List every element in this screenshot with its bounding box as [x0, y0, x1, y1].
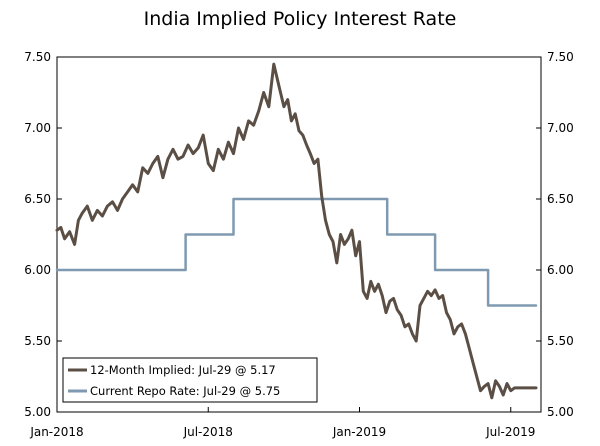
legend-label-implied: 12-Month Implied: Jul-29 @ 5.17 — [90, 363, 276, 377]
legend: 12-Month Implied: Jul-29 @ 5.17 Current … — [62, 357, 318, 403]
y-tick-label-left: 7.50 — [24, 50, 51, 64]
y-tick-label-left: 6.00 — [24, 263, 51, 277]
legend-label-repo: Current Repo Rate: Jul-29 @ 5.75 — [90, 384, 280, 398]
series-line-repo — [55, 197, 538, 307]
y-tick-label-right: 6.00 — [547, 263, 574, 277]
legend-box — [62, 357, 318, 403]
x-tick-label: Jan-2018 — [29, 425, 83, 439]
y-tick-label-right: 6.50 — [547, 192, 574, 206]
y-tick-label-left: 6.50 — [24, 192, 51, 206]
y-axis-right: 5.00 5.50 6.00 6.50 7.00 7.50 — [536, 50, 574, 419]
x-tick-label: Jul-2019 — [485, 425, 535, 439]
x-tick-label: Jan-2019 — [332, 425, 386, 439]
chart-title: India Implied Policy Interest Rate — [144, 8, 457, 30]
y-tick-label-right: 5.50 — [547, 334, 574, 348]
series-group — [55, 62, 538, 400]
x-axis: Jan-2018 Jul-2018 Jan-2019 Jul-2019 — [29, 407, 535, 439]
y-tick-label-right: 7.00 — [547, 121, 574, 135]
series-line-implied — [55, 62, 538, 400]
y-tick-label-right: 7.50 — [547, 50, 574, 64]
plot-area — [56, 56, 542, 413]
y-tick-label-right: 5.00 — [547, 405, 574, 419]
y-tick-label-left: 7.00 — [24, 121, 51, 135]
y-tick-label-left: 5.50 — [24, 334, 51, 348]
y-axis-left: 5.00 5.50 6.00 6.50 7.00 7.50 — [24, 50, 62, 419]
y-tick-label-left: 5.00 — [24, 405, 51, 419]
x-tick-label: Jul-2018 — [183, 425, 233, 439]
